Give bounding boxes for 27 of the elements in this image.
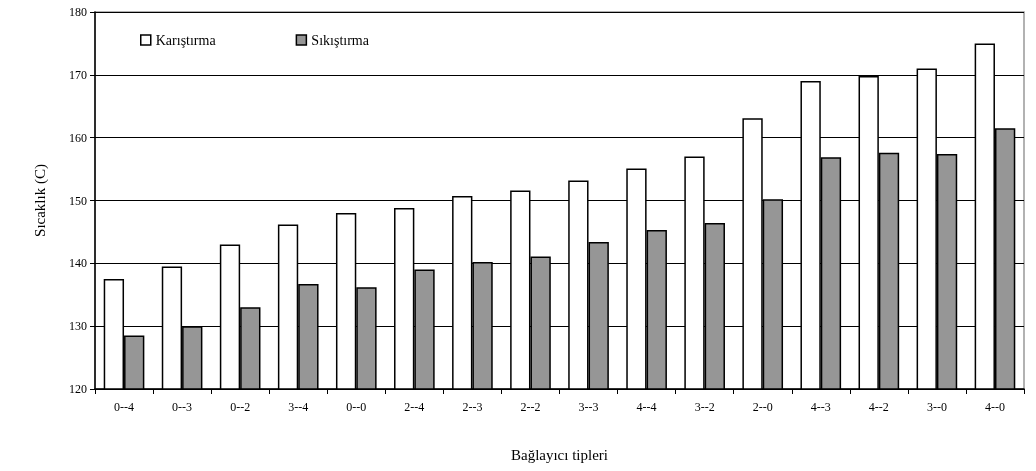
x-tick-label: 3--3 bbox=[578, 400, 599, 414]
y-tick-label: 150 bbox=[69, 193, 87, 208]
x-tick-label: 2--0 bbox=[752, 400, 773, 414]
x-tick-label: 4--2 bbox=[868, 400, 889, 414]
x-tick-label: 0--3 bbox=[172, 400, 193, 414]
x-tick-label: 2--4 bbox=[404, 400, 425, 414]
x-tick-label: 0--0 bbox=[346, 400, 367, 414]
x-axis-title: Bağlayıcı tipleri bbox=[510, 446, 609, 463]
y-tick-label: 130 bbox=[69, 319, 87, 334]
y-tick-label: 160 bbox=[69, 130, 87, 145]
x-tick-label: 2--2 bbox=[520, 400, 541, 414]
y-axis-title: Sıcaklık (C) bbox=[31, 164, 49, 237]
y-tick-label: 140 bbox=[69, 256, 87, 271]
y-tick-label: 180 bbox=[69, 5, 87, 19]
x-tick-label: 3--2 bbox=[694, 400, 715, 414]
x-tick-label: 0--2 bbox=[230, 400, 251, 414]
legend-label: Karıştırma bbox=[155, 32, 217, 48]
x-tick-label: 0--4 bbox=[114, 400, 135, 414]
x-tick-label: 4--0 bbox=[984, 400, 1005, 414]
x-tick-label: 4--4 bbox=[636, 400, 657, 414]
x-tick-label: 3--4 bbox=[288, 400, 309, 414]
y-tick-label: 120 bbox=[69, 382, 87, 396]
x-tick-label: 3--0 bbox=[926, 400, 947, 414]
legend-label: Sıkıştırma bbox=[311, 32, 370, 48]
y-tick-label: 170 bbox=[69, 67, 87, 82]
x-tick-label: 4--3 bbox=[810, 400, 831, 414]
x-tick-label: 2--3 bbox=[462, 400, 483, 414]
